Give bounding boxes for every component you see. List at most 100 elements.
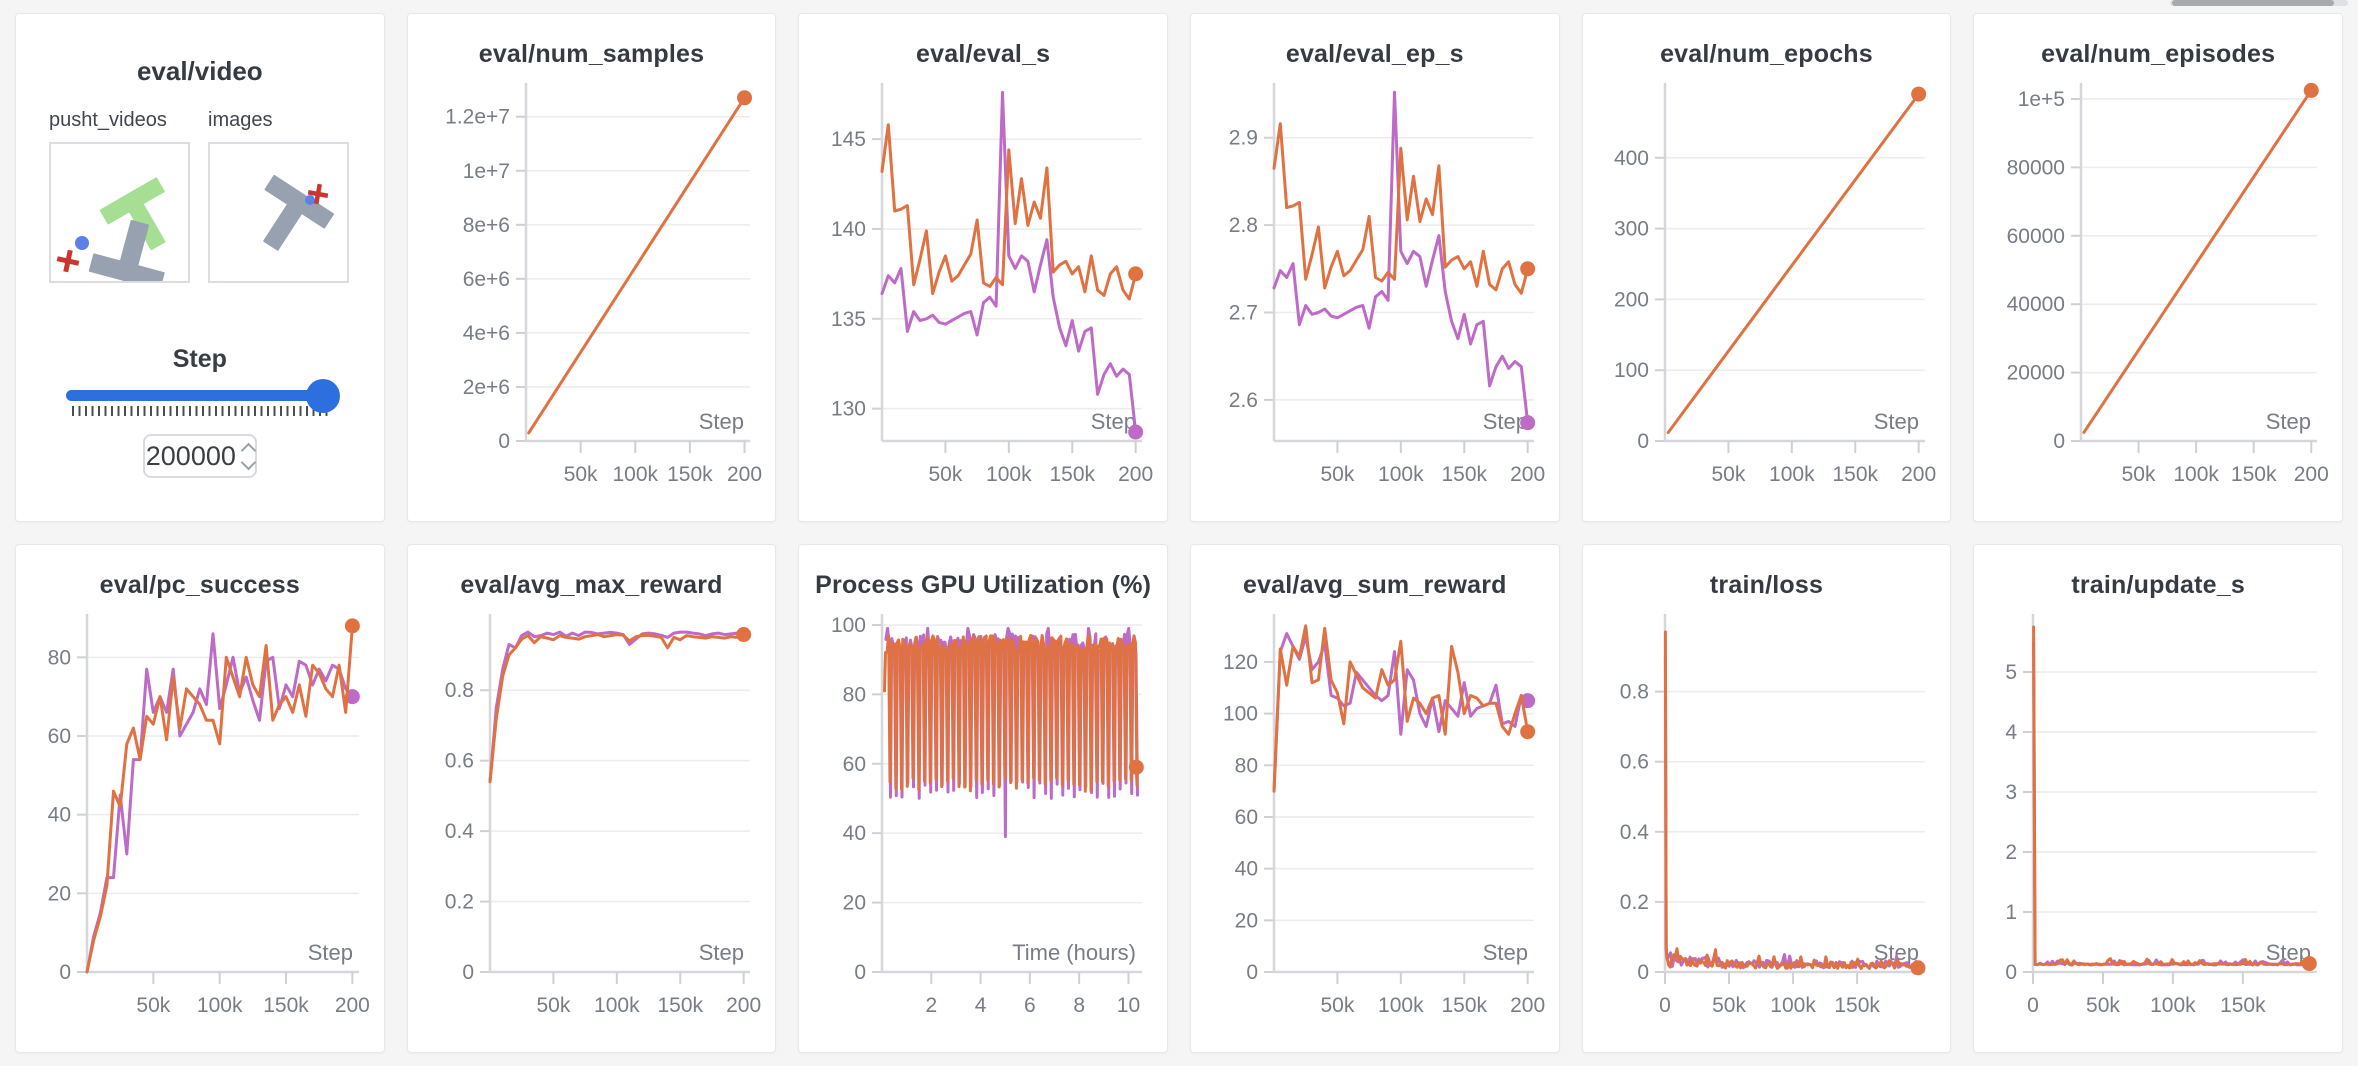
svg-text:200: 200 — [727, 463, 762, 486]
svg-text:200: 200 — [1614, 288, 1649, 311]
chart-canvas[interactable]: 130 135 140 145 50k 100k 150k 200 Step — [812, 75, 1154, 499]
svg-text:0: 0 — [1660, 994, 1672, 1017]
svg-text:150k: 150k — [1441, 994, 1487, 1017]
svg-text:40000: 40000 — [2007, 293, 2065, 316]
svg-text:2e+6: 2e+6 — [463, 376, 510, 399]
svg-text:200: 200 — [1510, 994, 1545, 1017]
stepper — [240, 442, 257, 470]
svg-text:0.2: 0.2 — [1620, 891, 1649, 914]
video-thumbnail-pusht[interactable] — [49, 142, 190, 291]
svg-text:0: 0 — [499, 430, 511, 453]
chart-title: eval/eval_s — [916, 40, 1051, 68]
chart-panel-train-update-s: train/update_s 0 1 2 3 4 5 0 50k 100k 150k Step — [1973, 544, 2343, 1053]
media-caption: images — [208, 109, 273, 131]
svg-text:200: 200 — [727, 994, 762, 1017]
svg-text:0.6: 0.6 — [445, 750, 474, 773]
svg-text:4: 4 — [975, 994, 987, 1017]
svg-text:40: 40 — [1234, 858, 1257, 881]
svg-text:4: 4 — [2005, 721, 2017, 744]
horizontal-scrollbar[interactable] — [2170, 0, 2348, 6]
svg-text:50k: 50k — [136, 994, 170, 1017]
svg-text:100k: 100k — [1378, 463, 1424, 486]
svg-text:100: 100 — [831, 614, 866, 637]
svg-text:Step: Step — [1483, 940, 1528, 965]
chart-canvas[interactable]: 0 20 40 60 80 100 120 50k 100k 150k 200 Step — [1204, 606, 1546, 1030]
svg-text:Step: Step — [308, 940, 353, 965]
svg-text:0: 0 — [1638, 430, 1650, 453]
svg-text:200: 200 — [335, 994, 370, 1017]
chart-panel-eval-pc-success: eval/pc_success 0 20 40 60 80 50k 100k 150k 200 S… — [15, 544, 385, 1053]
panel-eval-video: eval/video pusht_videos — [15, 13, 385, 522]
svg-text:300: 300 — [1614, 218, 1649, 241]
svg-text:4e+6: 4e+6 — [463, 322, 510, 345]
svg-text:0: 0 — [463, 961, 475, 984]
chart-title: eval/avg_sum_reward — [1242, 571, 1507, 599]
step-decrement-icon[interactable] — [240, 454, 257, 470]
svg-text:6e+6: 6e+6 — [463, 268, 510, 291]
svg-text:0: 0 — [2027, 994, 2039, 1017]
goal-cross — [307, 183, 329, 205]
svg-text:150k: 150k — [668, 463, 714, 486]
svg-text:150k: 150k — [2231, 463, 2277, 486]
svg-text:50k: 50k — [537, 994, 571, 1017]
svg-text:130: 130 — [831, 398, 866, 421]
svg-text:100k: 100k — [197, 994, 243, 1017]
svg-text:Step: Step — [699, 409, 744, 434]
step-slider[interactable] — [65, 378, 340, 413]
svg-text:2: 2 — [926, 994, 938, 1017]
step-value: 200000 — [145, 440, 236, 471]
chart-canvas[interactable]: 0 2e+6 4e+6 6e+6 8e+6 1e+7 1.2e+7 50k 100k 150k 20… — [420, 75, 763, 499]
svg-text:150k: 150k — [658, 994, 704, 1017]
svg-text:150k: 150k — [263, 994, 309, 1017]
chart-panel-train-loss: train/loss 0 0.2 0.4 0.6 0.8 0 50k 100k 150k Step — [1581, 544, 1952, 1053]
svg-text:6: 6 — [1024, 994, 1036, 1017]
chart-canvas[interactable]: 0 20 40 60 80 50k 100k 150k 200 Step — [29, 606, 371, 1030]
svg-text:50k: 50k — [1712, 463, 1746, 486]
svg-text:0: 0 — [59, 961, 71, 984]
svg-text:200: 200 — [1510, 463, 1545, 486]
svg-text:0.8: 0.8 — [1620, 681, 1649, 704]
svg-text:200: 200 — [2294, 463, 2329, 486]
chart-title: eval/num_episodes — [2041, 40, 2276, 68]
svg-text:0: 0 — [854, 961, 866, 984]
step-value-input[interactable]: 200000 — [142, 434, 257, 478]
pusht-scene-icon — [56, 177, 166, 291]
chart-panel-eval-avg-max-reward: eval/avg_max_reward 0 0.2 0.4 0.6 0.8 50k 100k… — [406, 544, 777, 1053]
chart-canvas[interactable]: 0 20000 40000 60000 80000 1e+5 50k 100k 150k 200 S… — [1987, 75, 2329, 499]
media-row: pusht_videos — [16, 109, 384, 291]
chart-canvas[interactable]: 0 100 200 300 400 50k 100k 150k 200 Step — [1595, 75, 1937, 499]
svg-text:20: 20 — [1234, 909, 1257, 932]
svg-text:200: 200 — [1902, 463, 1937, 486]
images-scene-icon — [263, 174, 334, 251]
svg-text:Step: Step — [2266, 409, 2311, 434]
step-slider-thumb[interactable] — [305, 378, 340, 413]
chart-title: eval/eval_ep_s — [1285, 40, 1464, 68]
svg-text:150k: 150k — [1835, 994, 1881, 1017]
svg-text:50k: 50k — [1320, 463, 1354, 486]
chart-title: train/loss — [1709, 571, 1824, 599]
svg-text:40: 40 — [843, 822, 866, 845]
video-thumbnail-images[interactable] — [208, 142, 349, 283]
svg-text:60: 60 — [47, 725, 70, 748]
chart-title: train/update_s — [2071, 571, 2245, 599]
panel-title: eval/video — [136, 56, 263, 86]
svg-text:50k: 50k — [1320, 994, 1354, 1017]
svg-text:1e+7: 1e+7 — [463, 160, 510, 183]
chart-panel-eval-num-samples: eval/num_samples 0 2e+6 4e+6 6e+6 8e+6 1e+7 1.… — [406, 13, 777, 522]
svg-text:150k: 150k — [2220, 994, 2266, 1017]
svg-text:50k: 50k — [564, 463, 598, 486]
scrollbar-thumb[interactable] — [2172, 0, 2334, 6]
chart-title: eval/num_epochs — [1660, 40, 1873, 68]
chart-title: eval/num_samples — [478, 40, 705, 68]
media-caption: pusht_videos — [49, 109, 167, 131]
svg-text:2.9: 2.9 — [1229, 127, 1258, 150]
svg-text:100k: 100k — [613, 463, 659, 486]
svg-text:1.2e+7: 1.2e+7 — [446, 106, 511, 129]
chart-canvas[interactable]: 0 0.2 0.4 0.6 0.8 50k 100k 150k 200 Step — [420, 606, 762, 1030]
svg-text:100k: 100k — [1771, 994, 1817, 1017]
agent-dot — [75, 236, 89, 250]
chart-canvas[interactable]: 0 20 40 60 80 100 2 4 6 8 10 Time (hours) — [812, 606, 1154, 1030]
